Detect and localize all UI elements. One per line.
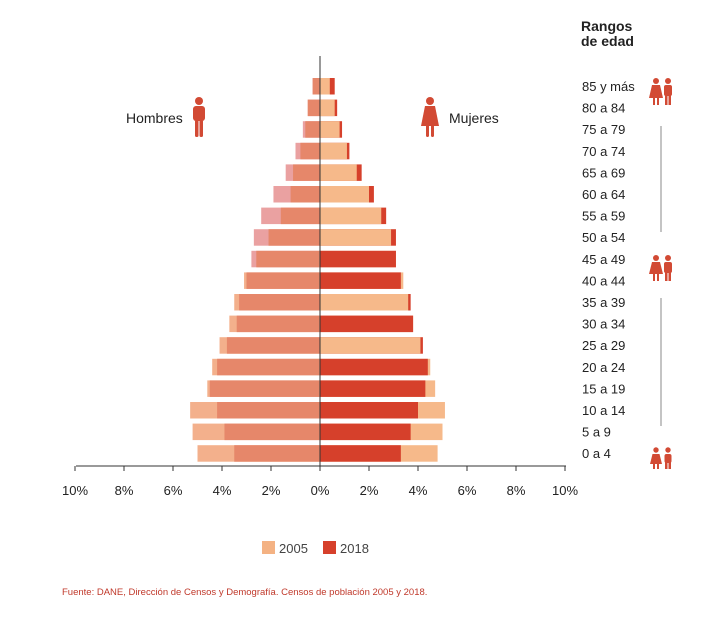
bar-female-2005 — [320, 294, 409, 311]
bar-male-2018 — [290, 186, 320, 203]
age-group-label: 25 a 29 — [582, 338, 625, 353]
x-tick-label: 6% — [458, 483, 477, 498]
adult-couple-icon — [649, 255, 672, 281]
bar-male-2018 — [234, 445, 320, 462]
bar-female-2018 — [320, 358, 428, 376]
bar-male-2018 — [307, 99, 320, 117]
age-group-label: 65 a 69 — [582, 165, 625, 180]
bar-male-2018 — [217, 358, 320, 376]
age-group-label: 10 a 14 — [582, 403, 625, 418]
bar-female-2005 — [320, 207, 382, 225]
age-group-label: 75 a 79 — [582, 122, 625, 137]
age-group-label: 0 a 4 — [582, 446, 611, 461]
bar-female-2018 — [320, 315, 414, 333]
x-tick-label: 6% — [164, 483, 183, 498]
source-note: Fuente: DANE, Dirección de Censos y Demo… — [62, 587, 428, 598]
bars-group — [190, 78, 445, 462]
bar-male-2018 — [236, 315, 320, 333]
bar-female-2005 — [320, 186, 369, 203]
elderly-couple-icon — [649, 78, 672, 105]
age-group-label: 45 a 49 — [582, 252, 625, 267]
legend-label-2018: 2018 — [340, 541, 369, 556]
bar-male-2018 — [312, 78, 320, 95]
age-group-label: 50 a 54 — [582, 230, 625, 245]
x-tick-label: 8% — [115, 483, 134, 498]
bar-male-2018 — [224, 423, 320, 441]
legend-label-2005: 2005 — [279, 541, 308, 556]
bar-male-2018 — [226, 337, 320, 354]
bar-female-2018 — [320, 272, 401, 289]
x-tick-label: 4% — [409, 483, 428, 498]
age-group-label: 70 a 74 — [582, 144, 625, 159]
male-label: Hombres — [126, 110, 183, 126]
bar-male-2018 — [280, 207, 320, 225]
bar-female-2005 — [320, 229, 392, 246]
bar-male-2018 — [256, 250, 320, 268]
female-label: Mujeres — [449, 110, 499, 126]
age-groups-title-line2: de edad — [581, 33, 634, 49]
bar-female-2005 — [320, 337, 421, 354]
age-group-label: 40 a 44 — [582, 273, 625, 288]
children-icon — [650, 447, 672, 469]
bar-female-2005 — [320, 99, 335, 117]
x-tick-label: 2% — [262, 483, 281, 498]
man-icon — [193, 97, 205, 137]
legend-swatch-2005 — [262, 541, 275, 554]
bar-female-2018 — [320, 445, 401, 462]
age-group-label: 20 a 24 — [582, 360, 625, 375]
x-tick-label: 0% — [311, 483, 330, 498]
age-labels-group: 85 y más 80 a 84 75 a 79 70 a 74 65 a 69 60 a… — [582, 79, 635, 461]
bar-male-2018 — [305, 121, 320, 138]
bar-male-2018 — [293, 164, 320, 181]
age-group-label: 35 a 39 — [582, 295, 625, 310]
age-groups-title-line1: Rangos — [581, 18, 633, 34]
woman-icon — [421, 97, 439, 137]
bar-female-2005 — [320, 164, 357, 181]
age-group-label: 30 a 34 — [582, 317, 625, 332]
bar-male-2018 — [217, 402, 320, 419]
bar-male-2018 — [268, 229, 320, 246]
x-tick-label: 10% — [62, 483, 88, 498]
age-group-label: 55 a 59 — [582, 209, 625, 224]
bar-female-2005 — [320, 78, 330, 95]
age-group-label: 60 a 64 — [582, 187, 625, 202]
age-group-label: 5 a 9 — [582, 425, 611, 440]
legend-swatch-2018 — [323, 541, 336, 554]
x-tick-label: 2% — [360, 483, 379, 498]
bar-male-2018 — [246, 272, 320, 289]
bar-female-2018 — [320, 402, 418, 419]
bar-female-2018 — [320, 250, 396, 268]
x-axis: 10% 8% 6% 4% 2% 0% 2% 4% 6% 8% 10% — [62, 56, 578, 498]
bar-male-2018 — [209, 380, 320, 397]
bar-male-2018 — [300, 142, 320, 160]
bar-female-2018 — [320, 423, 411, 441]
bar-female-2005 — [320, 121, 340, 138]
x-tick-label: 4% — [213, 483, 232, 498]
age-group-label: 85 y más — [582, 79, 635, 94]
age-group-label: 80 a 84 — [582, 101, 625, 116]
x-tick-label: 8% — [507, 483, 526, 498]
bar-female-2005 — [320, 142, 347, 160]
age-group-label: 15 a 19 — [582, 381, 625, 396]
bar-male-2018 — [239, 294, 320, 311]
bar-female-2018 — [320, 380, 426, 397]
x-tick-label: 10% — [552, 483, 578, 498]
